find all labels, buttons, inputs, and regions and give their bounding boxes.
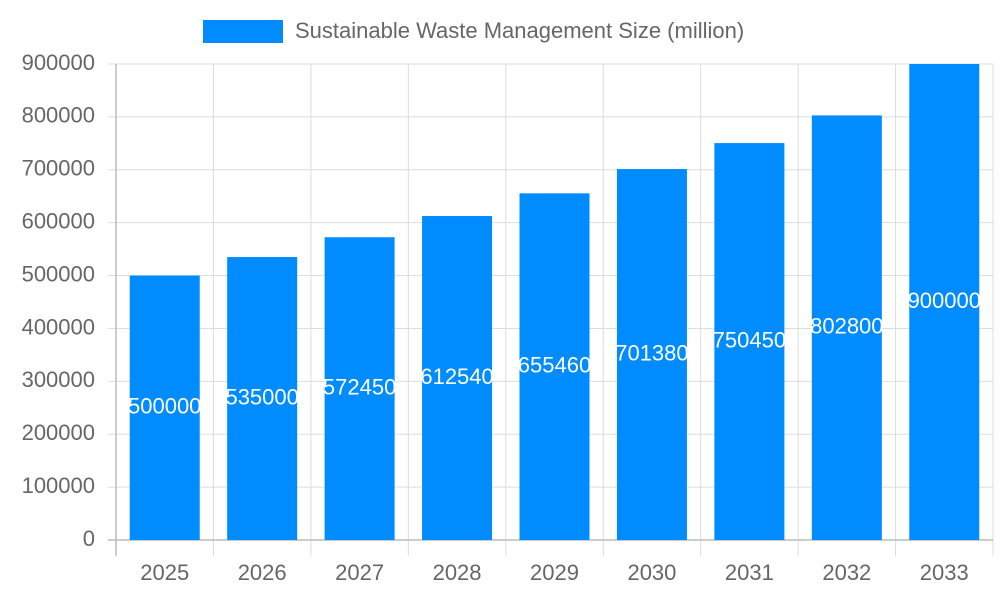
bar [909,64,980,540]
bar [714,143,785,540]
data-label: 802800 [810,314,883,339]
bar [324,237,395,540]
y-tick-label: 300000 [22,367,95,392]
x-tick-label: 2025 [140,560,189,585]
y-tick-label: 200000 [22,420,95,445]
bar [422,216,493,540]
data-label: 572450 [323,374,396,399]
x-tick-label: 2027 [335,560,384,585]
bar [616,169,687,540]
x-tick-label: 2026 [238,560,287,585]
y-tick-label: 100000 [22,473,95,498]
data-label: 500000 [128,394,201,419]
legend-swatch [203,20,283,43]
x-tick-label: 2033 [920,560,969,585]
bar [519,193,590,541]
y-tick-label: 500000 [22,261,95,286]
data-label: 900000 [908,288,981,313]
legend-label: Sustainable Waste Management Size (milli… [295,18,744,43]
x-tick-label: 2029 [530,560,579,585]
x-tick-label: 2028 [433,560,482,585]
data-label: 612540 [420,364,493,389]
y-tick-label: 900000 [22,50,95,75]
x-tick-label: 2031 [725,560,774,585]
y-tick-label: 800000 [22,103,95,128]
data-label: 701380 [615,340,688,365]
y-tick-label: 600000 [22,208,95,233]
x-tick-label: 2030 [627,560,676,585]
x-tick-label: 2032 [822,560,871,585]
bar [129,275,200,540]
y-tick-label: 400000 [22,314,95,339]
bar [811,115,882,541]
data-label: 750450 [713,327,786,352]
data-label: 655460 [518,352,591,377]
y-tick-label: 700000 [22,156,95,181]
data-label: 535000 [225,384,298,409]
bar [227,257,298,540]
y-tick-label: 0 [83,526,95,551]
